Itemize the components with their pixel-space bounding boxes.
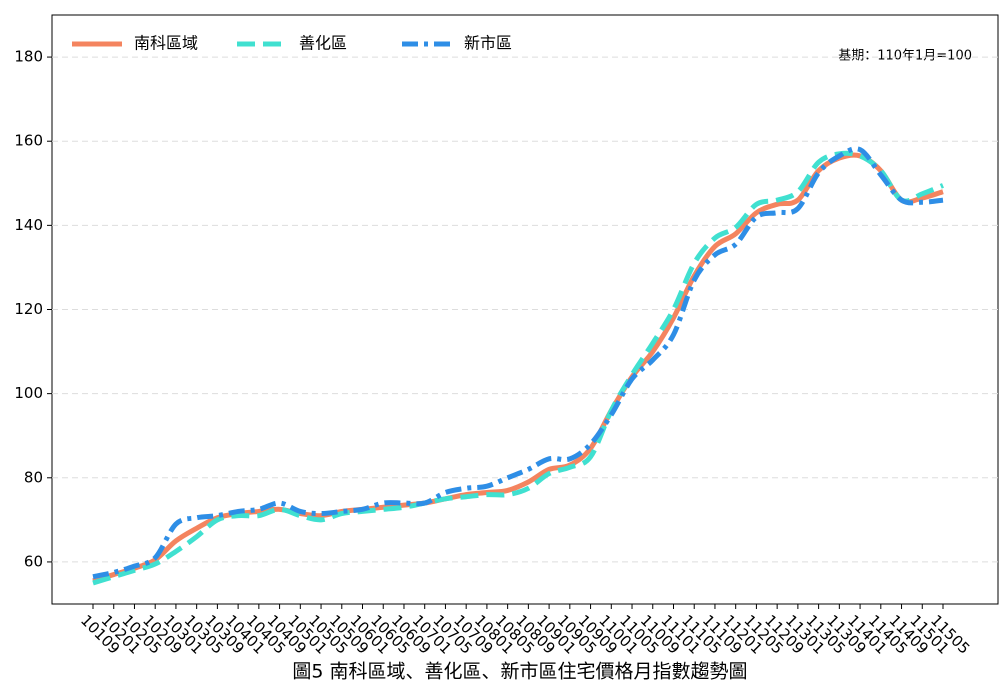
series-line: [92, 150, 944, 586]
y-tick-label: 80: [24, 468, 43, 486]
y-tick-label: 180: [14, 48, 43, 66]
y-tick-label: 100: [14, 384, 43, 402]
legend-label: 善化區: [299, 34, 347, 53]
legend-label: 南科區域: [134, 34, 198, 53]
y-tick-label: 60: [24, 552, 43, 570]
y-tick-label: 160: [14, 132, 43, 150]
legend-label: 新市區: [464, 34, 512, 53]
chart-title: 圖5 南科區域、善化區、新市區住宅價格月指數趨勢圖: [292, 661, 747, 683]
y-tick-label: 120: [14, 300, 43, 318]
series-line: [92, 146, 944, 580]
y-tick-label: 140: [14, 216, 43, 234]
annotation: 基期：110年1月=100: [838, 49, 972, 64]
